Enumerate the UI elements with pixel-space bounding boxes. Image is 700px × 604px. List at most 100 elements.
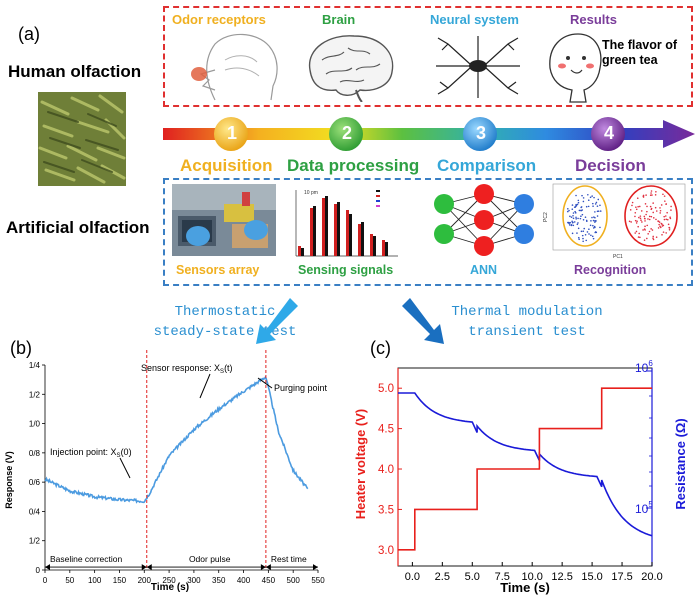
pca-red-point <box>644 217 646 220</box>
pca-ylabel: PC2 <box>543 212 549 222</box>
right-tick-1e6: 106 <box>635 359 653 375</box>
pca-blue-point <box>596 205 599 207</box>
chart-c-xtick-label: 12.5 <box>551 571 572 583</box>
pca-xlabel: PC1 <box>613 254 623 260</box>
pca-red-point <box>645 194 647 196</box>
neuron-icon <box>436 36 520 98</box>
pca-red-point <box>663 218 666 221</box>
pca-blue-point <box>569 221 572 224</box>
pca-red-point <box>649 205 652 208</box>
thermal-modulation-text: Thermal modulation transient test <box>412 302 642 342</box>
chart-b-axes <box>44 365 318 571</box>
pca-blue-point <box>588 233 590 235</box>
chart-c-xtick-label: 10.0 <box>521 571 542 583</box>
pca-blue-point <box>578 238 580 241</box>
pca-blue-point <box>592 219 595 222</box>
pca-blue-point <box>580 209 582 212</box>
pca-blue-point <box>577 201 580 204</box>
pca-red-point <box>652 237 654 240</box>
pca-red-point <box>650 228 652 230</box>
pca-red-point <box>639 236 641 239</box>
pca-blue-point <box>581 234 584 237</box>
ann-output-node-1 <box>514 194 534 214</box>
pca-blue-point <box>570 224 573 227</box>
ann-hidden-node-2 <box>474 210 494 230</box>
pca-blue-point <box>577 222 579 224</box>
pca-red-point <box>662 193 664 196</box>
ann-caption: ANN <box>470 263 498 277</box>
pca-red-point <box>644 203 647 205</box>
ann-output-node-2 <box>514 224 534 244</box>
step-comparison-label: Comparison <box>437 156 537 175</box>
chart-b-ytick-label: 1/2 <box>29 390 41 399</box>
human-olfaction-label: Human olfaction <box>8 62 142 81</box>
phase-arrow-head <box>146 564 152 571</box>
pca-red-point <box>665 232 667 234</box>
pca-blue-point <box>572 224 575 227</box>
pca-blue-point <box>594 231 596 234</box>
pca-blue-point <box>587 199 590 202</box>
pca-red-point <box>654 194 657 196</box>
ann-diagram <box>434 184 534 256</box>
pca-blue-point <box>574 210 576 213</box>
pca-red-point <box>635 230 638 233</box>
mini-bars <box>298 196 388 256</box>
pca-red-point <box>641 221 643 223</box>
pca-red-point <box>640 219 642 222</box>
pca-red-point <box>646 224 649 227</box>
pca-blue-point <box>575 203 577 206</box>
pca-red-point <box>664 215 667 217</box>
pca-blue-point <box>577 199 580 202</box>
pca-red-point <box>643 239 646 241</box>
pca-blue-point <box>595 201 598 204</box>
thermostatic-text: Thermostatic steady-state test <box>110 302 340 342</box>
pca-red-point <box>636 220 638 223</box>
pca-ellipse-yellow <box>562 185 608 247</box>
thermostatic-line-2: steady-state test <box>153 324 297 340</box>
pca-blue-point <box>569 215 571 218</box>
phase-odor-pulse-label: Odor pulse <box>189 554 231 564</box>
pca-blue-point <box>590 234 592 237</box>
cartoon-face-icon <box>549 33 602 103</box>
chart-c-ytick-label: 5.0 <box>378 383 394 395</box>
pca-blue-point <box>594 211 596 213</box>
pca-blue-point <box>596 215 599 217</box>
pca-red-point <box>646 237 648 240</box>
pca-red-point <box>647 218 649 220</box>
pca-blue-point <box>574 212 577 214</box>
chart-b-ytick-label: 1/4 <box>29 361 41 370</box>
right-tick-1e5: 105 <box>635 500 653 516</box>
pca-blue-point <box>599 204 601 207</box>
chart-b-xtick-label: 50 <box>65 576 74 585</box>
pca-blue-point <box>590 220 592 222</box>
pca-red-point <box>659 212 661 214</box>
pca-red-point <box>644 225 646 228</box>
ann-hidden-node-3 <box>474 236 494 256</box>
chart-c-ylabel-right: Resistance (Ω) <box>673 418 688 509</box>
pca-red-point <box>639 215 642 217</box>
pca-blue-point <box>587 193 589 196</box>
pca-blue-point <box>582 197 585 199</box>
pca-blue-point <box>582 230 585 233</box>
pca-blue-point <box>568 224 571 226</box>
pca-blue-point <box>581 194 583 197</box>
chart-b-ytick-label: 0/4 <box>29 507 41 516</box>
pca-blue-point <box>578 209 581 212</box>
injection-pointer <box>119 457 131 479</box>
pca-blue-point <box>585 205 588 208</box>
pca-blue-point <box>580 230 583 233</box>
pca-red-point <box>655 236 658 238</box>
panel-a-letter: (a) <box>18 24 40 44</box>
phase-baseline-label: Baseline correction <box>50 554 123 564</box>
pca-blue-point <box>571 208 574 211</box>
pca-red-point <box>652 211 655 214</box>
chart-c-xtick-label: 5.0 <box>465 571 480 583</box>
pca-blue-point <box>571 232 574 235</box>
phase-arrow-head <box>45 564 50 571</box>
sensors-array-photo <box>172 184 276 256</box>
pca-blue-point <box>597 210 600 212</box>
chart-c-xtick-label: 0.0 <box>405 571 420 583</box>
chart-b-response-line <box>44 375 309 504</box>
pca-red-point <box>659 207 661 209</box>
process-arrow <box>163 117 695 151</box>
